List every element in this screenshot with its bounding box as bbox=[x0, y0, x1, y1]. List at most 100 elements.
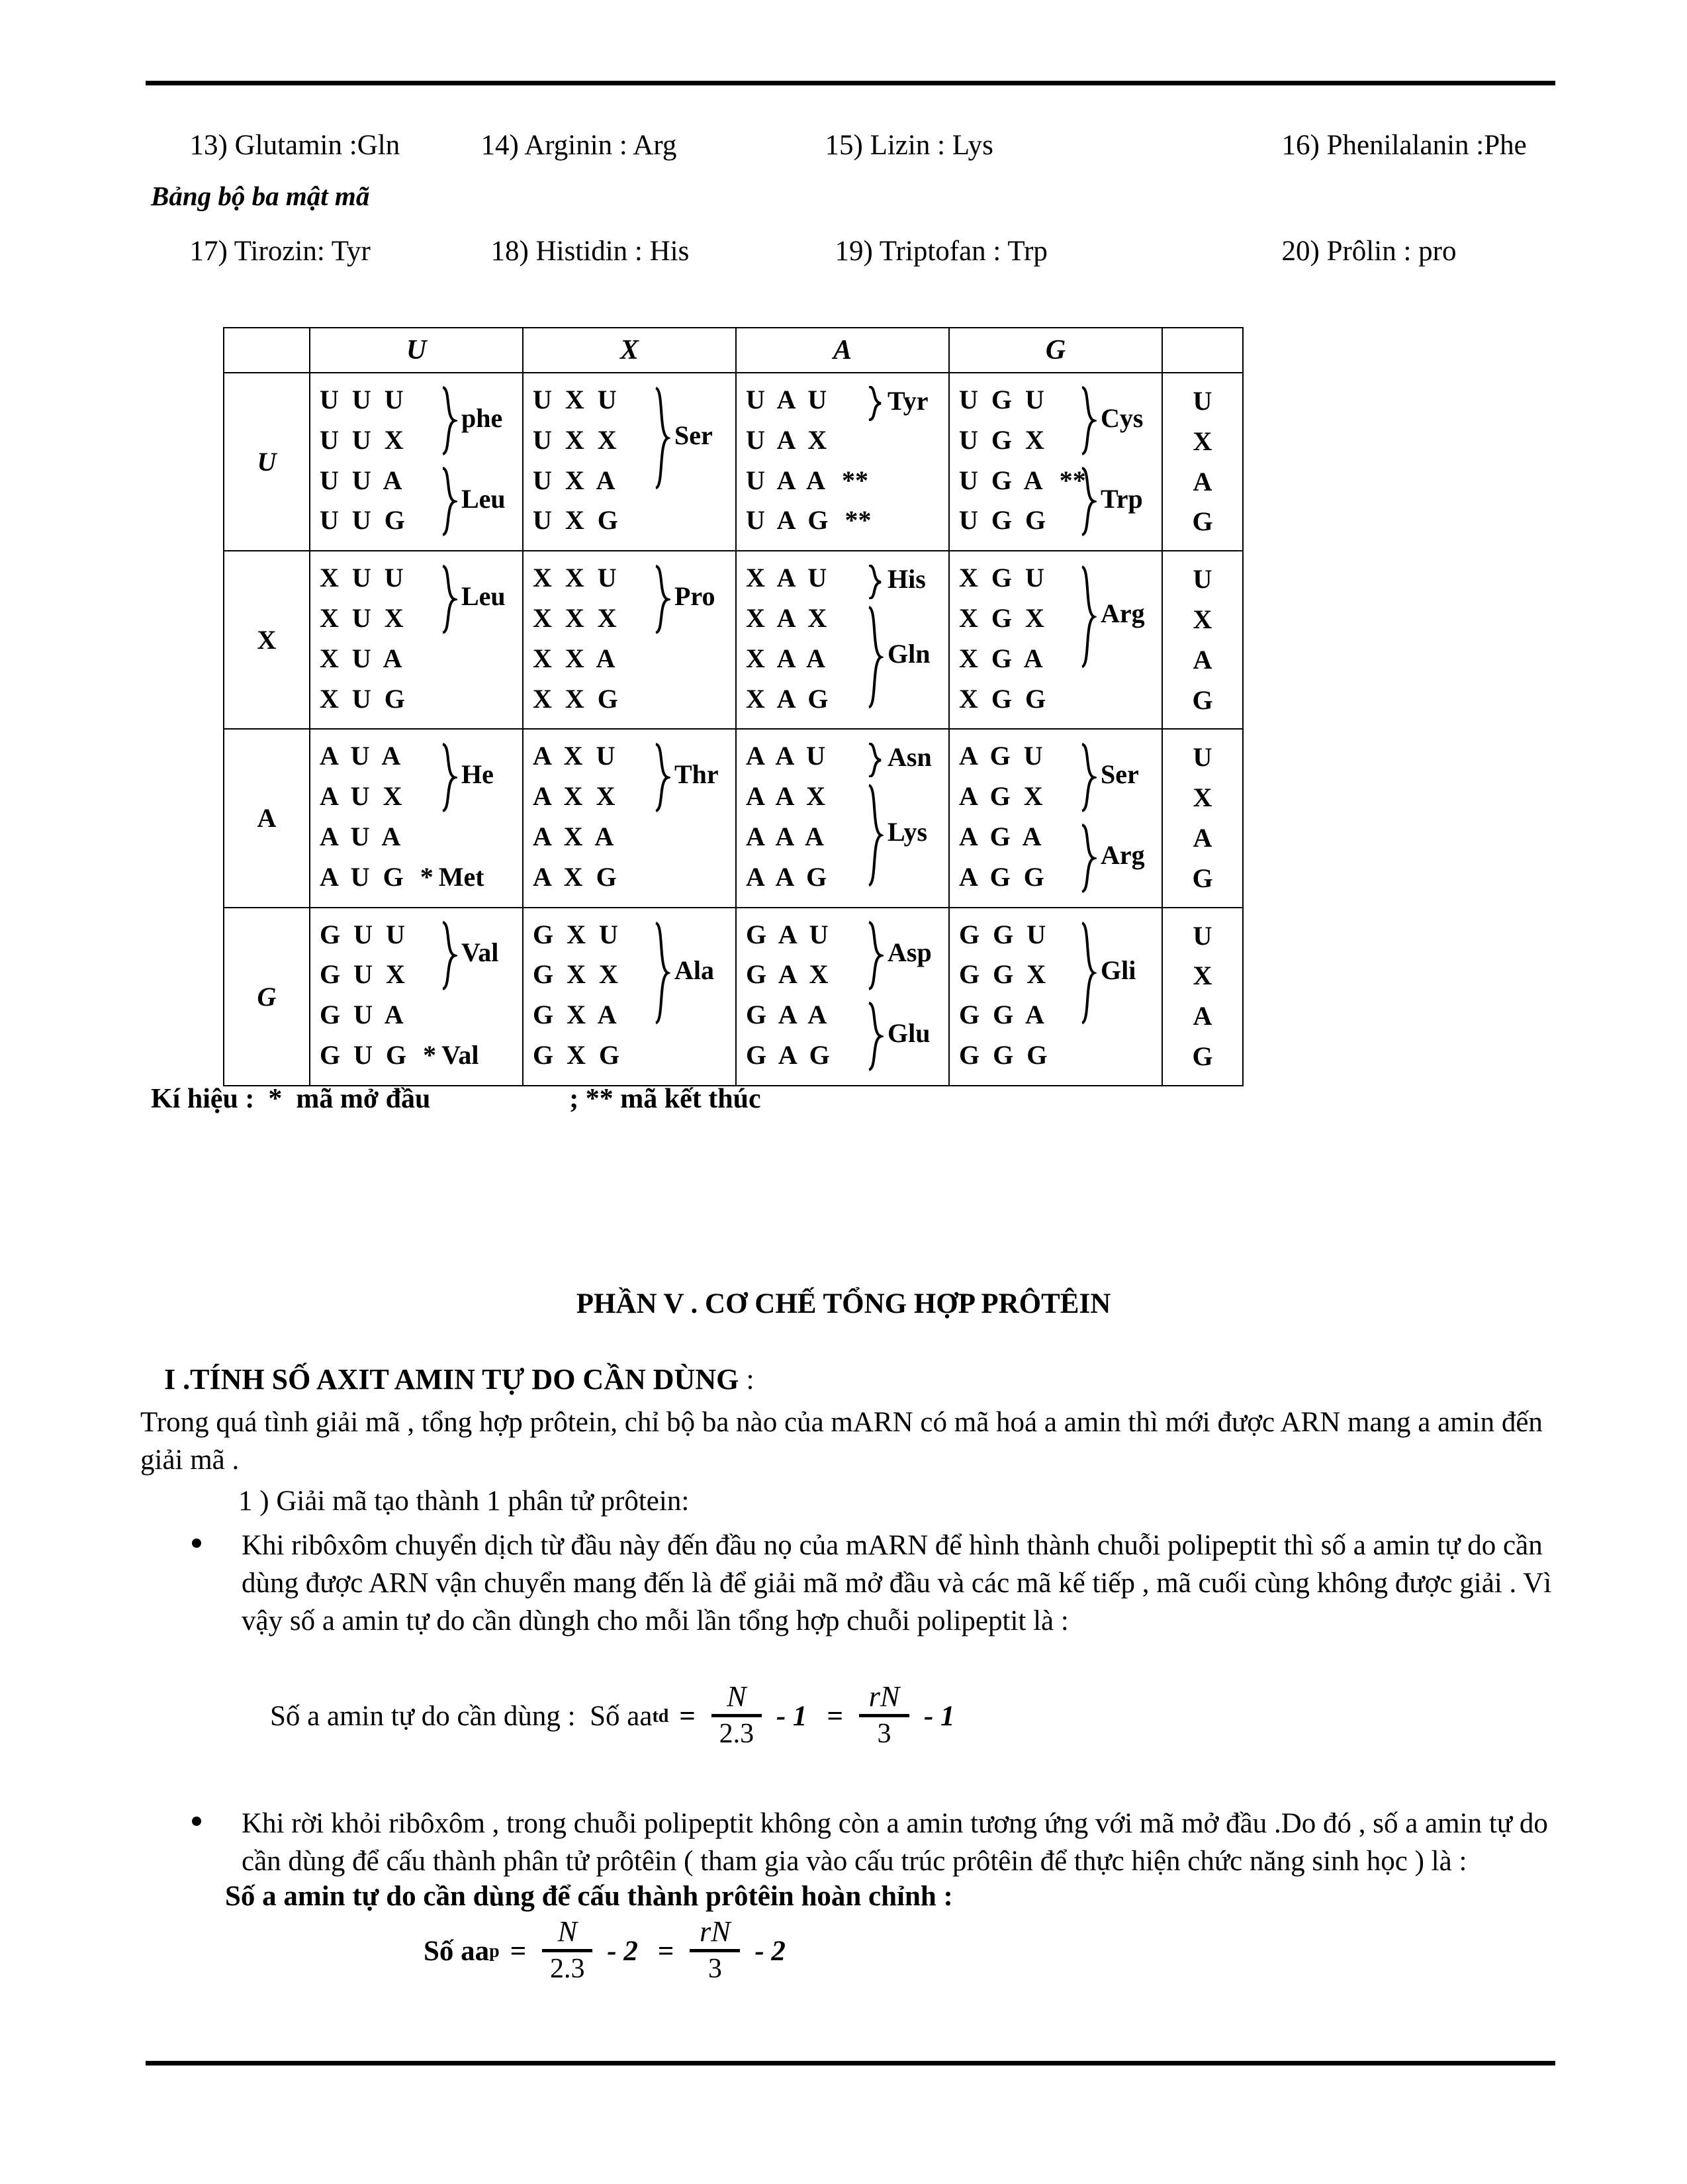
codon-table-col-header-G: G bbox=[948, 327, 1163, 373]
codon-triplet: U G U bbox=[959, 385, 1048, 414]
formula-1-operand-2: - 1 bbox=[923, 1701, 955, 1733]
formula-1-subscript: td bbox=[652, 1705, 669, 1727]
formula-2-operand-2: - 2 bbox=[754, 1936, 786, 1968]
amino-acid-abbrev: Trp bbox=[1101, 483, 1143, 514]
amino-acid-abbrev: Lys bbox=[888, 817, 928, 847]
third-base-letter: G bbox=[1192, 506, 1213, 537]
third-base-letter: U bbox=[1193, 920, 1212, 951]
section-title-text: I .TÍNH SỐ AXIT AMIN TỰ DO CẦN DÙNG bbox=[164, 1363, 739, 1396]
codon-cell-content: U A U U A X U A A ** U A G ** Tyr bbox=[737, 373, 948, 550]
codon-triplet: A A A bbox=[746, 821, 827, 851]
codon-triplet: G X A bbox=[533, 1000, 620, 1030]
codon-triplet: X U A bbox=[320, 643, 406, 673]
section-title: I .TÍNH SỐ AXIT AMIN TỰ DO CẦN DÙNG : bbox=[164, 1362, 754, 1396]
codon-triplet: U X G bbox=[533, 505, 621, 536]
grouping-brace-icon bbox=[866, 783, 884, 887]
amino-acid-item-18: 18) Histidin : His bbox=[490, 236, 690, 267]
amino-acid-list: 13) Glutamin :Gln 14) Arginin : Arg 15) Li… bbox=[147, 93, 1563, 305]
amino-acid-abbrev: Arg bbox=[1101, 840, 1145, 871]
amino-acid-abbrev: Leu bbox=[461, 581, 506, 611]
part-title: PHẦN V . CƠ CHẾ TỔNG HỢP PRÔTÊIN bbox=[576, 1288, 1111, 1319]
codon-triplet: A U G * Met bbox=[320, 861, 484, 892]
amino-acid-abbrev: Gli bbox=[1101, 955, 1136, 985]
codon-cell-content: X A U X A X X A A X A G His Gln bbox=[737, 551, 948, 728]
amino-acid-item-14: 14) Arginin : Arg bbox=[480, 130, 677, 162]
grouping-brace-icon bbox=[653, 565, 670, 634]
formula-aa-p: Số aa p = N 2.3 - 2 = rN 3 - 2 bbox=[424, 1917, 795, 1985]
formula-2-operand-1: - 2 bbox=[607, 1936, 638, 1968]
codon-triplet: G U U bbox=[320, 919, 408, 949]
bullet-dot-icon bbox=[192, 1539, 201, 1548]
third-base-letter: G bbox=[1192, 863, 1213, 893]
formula-aa-td: Số a amin tự do cần dùng : Số aa td = N 2… bbox=[270, 1682, 964, 1750]
codon-triplet: A X A bbox=[533, 821, 617, 851]
formula-2-frac1-denominator: 2.3 bbox=[550, 1953, 585, 1984]
formula-1-prefix: Số a amin tự do cần dùng : Số aa bbox=[270, 1701, 653, 1733]
codon-triplet: X A X bbox=[746, 602, 831, 633]
codon-triplet: X X X bbox=[533, 602, 620, 633]
third-base-letter: A bbox=[1193, 644, 1212, 675]
amino-acid-row-2: 17) Tirozin: Tyr 18) Histidin : His 19) Tr… bbox=[147, 199, 1563, 305]
formula-1-operand-1: - 1 bbox=[776, 1701, 807, 1733]
formula-2-equals-2: = bbox=[657, 1936, 674, 1968]
amino-acid-abbrev: His bbox=[888, 563, 926, 594]
codon-cell-content: X U U X U X X U A X U G Leu bbox=[310, 551, 522, 728]
grouping-brace-icon bbox=[866, 921, 884, 990]
formula-1-frac2-bar bbox=[858, 1713, 909, 1717]
amino-acid-abbrev: Asp bbox=[888, 937, 932, 968]
codon-cell-content: G G U G G X G G A G G G Gli bbox=[950, 908, 1162, 1085]
codon-cell-content: A G U A G X A G A A G G Ser Arg bbox=[950, 730, 1162, 906]
grouping-brace-icon bbox=[866, 386, 884, 420]
codon-triplet: X U G bbox=[320, 683, 408, 714]
codon-triplet: G X X bbox=[533, 959, 621, 990]
third-base-letter: A bbox=[1193, 1001, 1212, 1031]
amino-acid-abbrev: Leu bbox=[461, 483, 506, 514]
codon-triplet: G A G bbox=[746, 1039, 833, 1070]
codon-cell: U A U U A X U A A ** U A G ** Tyr bbox=[735, 371, 950, 552]
codon-cell: G X U G X X G X A G X G Ala bbox=[522, 906, 737, 1086]
codon-triplet: X X G bbox=[533, 683, 621, 714]
amino-acid-abbrev: Val bbox=[441, 1039, 479, 1070]
grouping-brace-icon bbox=[1079, 386, 1097, 455]
third-base-letter: X bbox=[1193, 961, 1212, 991]
grouping-brace-icon bbox=[653, 921, 670, 1025]
codon-cell: A G U A G X A G A A G G Ser Arg bbox=[948, 728, 1163, 908]
codon-cell: U U U U U X U U A U U G phe Leu bbox=[309, 371, 524, 552]
codon-triplet: U U A bbox=[320, 465, 406, 495]
codon-cell: A A U A A X A A A A A G Asn Lys bbox=[735, 728, 950, 908]
codon-triplet: A A U bbox=[746, 741, 829, 771]
grouping-brace-icon bbox=[1079, 824, 1097, 893]
section-intro-paragraph: Trong quá tình giải mã , tổng hợp prôtei… bbox=[140, 1407, 1543, 1476]
formula-1-fraction-1: N 2.3 bbox=[711, 1682, 762, 1748]
codon-triplet: A A G bbox=[746, 861, 831, 892]
bullet-item-2-text: Khi rời khỏi ribôxôm , trong chuỗi polip… bbox=[242, 1808, 1548, 1877]
codon-cell-content: X G U X G X X G A X G G Arg bbox=[950, 551, 1162, 728]
codon-triplet: G G X bbox=[959, 959, 1050, 990]
codon-cell: X X U X X X X X A X X G Pro bbox=[522, 550, 737, 730]
third-base-letter: U bbox=[1193, 742, 1212, 773]
codon-table-col-header-X: X bbox=[522, 327, 737, 373]
codon-triplet: U G X bbox=[959, 424, 1048, 455]
top-horizontal-rule bbox=[146, 81, 1555, 85]
grouping-brace-icon bbox=[1079, 565, 1097, 669]
codon-triplet: G X G bbox=[533, 1039, 623, 1070]
codon-triplet: G G U bbox=[959, 919, 1050, 949]
bottom-horizontal-rule bbox=[146, 2061, 1555, 2065]
codon-table-legend: Kí hiệu : * mã mở đầu ; ** mã kết thúc bbox=[151, 1084, 761, 1114]
bullet-dot-icon bbox=[192, 1817, 201, 1826]
codon-triplet: X U X bbox=[320, 602, 407, 633]
codon-triplet: A G U bbox=[959, 741, 1046, 771]
codon-triplet: U X A bbox=[533, 465, 619, 495]
codon-triplet: A A X bbox=[746, 781, 829, 812]
codon-cell-content: X X U X X X X X A X X G Pro bbox=[524, 551, 735, 728]
codon-triplet: G U X bbox=[320, 959, 408, 990]
formula-2-subscript: p bbox=[489, 1940, 500, 1962]
codon-triplet: A U X bbox=[320, 781, 406, 812]
amino-acid-row-1: 13) Glutamin :Gln 14) Arginin : Arg 15) Li… bbox=[147, 93, 1563, 199]
